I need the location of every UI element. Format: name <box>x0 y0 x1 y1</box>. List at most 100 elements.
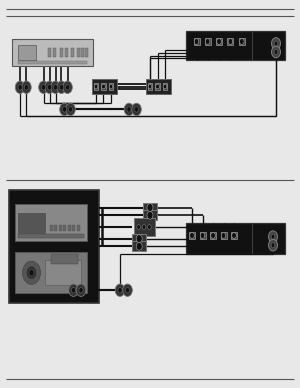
Circle shape <box>147 211 153 219</box>
Circle shape <box>26 266 37 280</box>
Circle shape <box>228 38 233 45</box>
Circle shape <box>102 84 105 89</box>
Circle shape <box>29 270 34 276</box>
Circle shape <box>123 284 132 296</box>
Circle shape <box>136 242 142 250</box>
Bar <box>239 38 245 45</box>
Bar <box>72 225 75 231</box>
Bar <box>64 48 68 57</box>
Bar <box>63 225 66 231</box>
Circle shape <box>47 85 52 90</box>
Bar <box>146 79 171 94</box>
Bar <box>132 241 146 251</box>
Bar <box>143 210 157 220</box>
Bar <box>109 83 113 90</box>
Circle shape <box>60 103 69 116</box>
Bar <box>85 48 88 57</box>
Circle shape <box>142 225 146 229</box>
Bar <box>194 38 200 45</box>
Bar <box>70 48 74 57</box>
Bar <box>186 31 285 60</box>
Circle shape <box>45 81 54 94</box>
Circle shape <box>221 232 226 239</box>
Circle shape <box>134 107 139 112</box>
Bar <box>45 260 81 285</box>
Bar <box>163 83 167 90</box>
Circle shape <box>66 103 75 116</box>
Circle shape <box>118 288 122 293</box>
Bar <box>48 48 51 57</box>
Circle shape <box>39 81 48 94</box>
Circle shape <box>148 225 151 229</box>
Circle shape <box>272 38 280 49</box>
Circle shape <box>205 38 210 45</box>
Circle shape <box>69 284 78 296</box>
Circle shape <box>109 84 113 89</box>
Circle shape <box>59 85 64 90</box>
Bar <box>50 225 52 231</box>
Circle shape <box>271 234 275 239</box>
Circle shape <box>71 288 76 293</box>
Bar <box>94 83 98 90</box>
Bar <box>143 203 157 213</box>
Bar <box>205 38 211 45</box>
Circle shape <box>22 261 40 284</box>
Circle shape <box>94 84 98 89</box>
Bar <box>200 232 206 239</box>
Bar <box>18 61 87 64</box>
Bar <box>9 190 99 303</box>
Bar <box>76 225 80 231</box>
Circle shape <box>57 81 66 94</box>
Bar <box>60 48 63 57</box>
Circle shape <box>148 84 152 89</box>
Circle shape <box>232 232 236 239</box>
Bar <box>231 232 237 239</box>
Circle shape <box>156 84 159 89</box>
Bar <box>155 83 160 90</box>
Bar <box>148 83 152 90</box>
Circle shape <box>41 85 46 90</box>
Circle shape <box>79 288 83 293</box>
Bar <box>76 48 80 57</box>
Bar <box>51 254 78 264</box>
Circle shape <box>65 85 70 90</box>
Circle shape <box>147 204 153 211</box>
Bar <box>15 204 87 241</box>
Bar <box>12 39 93 66</box>
Bar <box>54 225 57 231</box>
Bar <box>18 234 84 238</box>
Bar <box>92 79 117 94</box>
Circle shape <box>127 107 131 112</box>
Bar <box>15 252 87 293</box>
Bar <box>81 48 84 57</box>
Circle shape <box>62 107 67 112</box>
Circle shape <box>132 103 141 116</box>
Circle shape <box>68 107 73 112</box>
Circle shape <box>268 231 278 242</box>
Circle shape <box>272 46 280 58</box>
Circle shape <box>63 81 72 94</box>
Circle shape <box>22 81 31 94</box>
Bar <box>189 232 195 239</box>
Circle shape <box>136 235 142 242</box>
Bar <box>52 48 56 57</box>
Circle shape <box>190 232 194 239</box>
Circle shape <box>18 85 22 90</box>
Bar <box>134 218 154 236</box>
Circle shape <box>194 38 199 45</box>
Bar <box>68 225 70 231</box>
Circle shape <box>239 38 244 45</box>
Bar <box>58 225 61 231</box>
Bar <box>132 234 146 244</box>
Bar <box>216 38 222 45</box>
Circle shape <box>274 41 278 46</box>
Circle shape <box>271 243 275 248</box>
Bar <box>101 83 106 90</box>
Bar <box>18 213 45 233</box>
Bar <box>220 232 226 239</box>
Circle shape <box>125 288 130 293</box>
Circle shape <box>217 38 221 45</box>
Circle shape <box>200 232 205 239</box>
Circle shape <box>124 103 134 116</box>
Bar <box>186 223 285 254</box>
